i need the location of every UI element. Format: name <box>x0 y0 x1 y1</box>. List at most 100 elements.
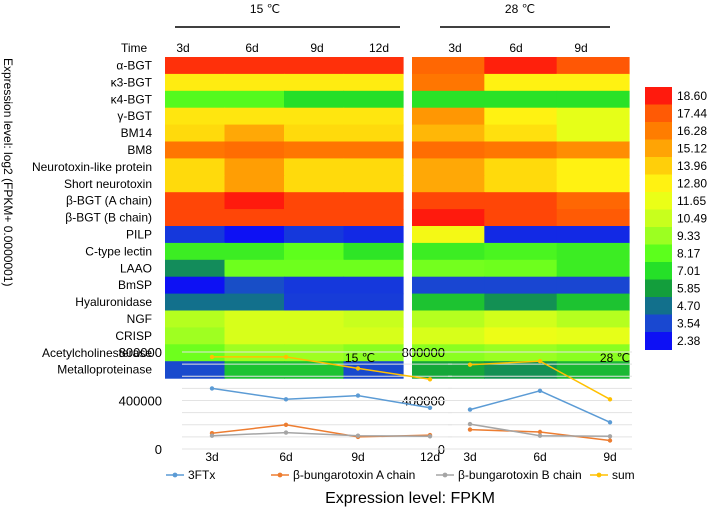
heatmap-cell-c-type-lectin-4 <box>412 242 485 261</box>
heatmap-cell-laao-6 <box>556 259 630 278</box>
row-label-bmsp: BmSP <box>118 278 152 292</box>
heatmap-cell-bmsp-0 <box>165 276 226 295</box>
row-label-bgt-a-chain: β-BGT (A chain) <box>66 194 152 208</box>
heatmap-cell-neurotoxin-like-protein-4 <box>412 158 485 176</box>
colorbar-tick-13: 3.54 <box>677 316 701 330</box>
heatmap-cell-bgt-4 <box>412 107 485 126</box>
xaxis-tick-1-3d: 3d <box>463 450 476 464</box>
heatmap-cell-metalloproteinase-2 <box>284 361 345 379</box>
colorbar-swatch-8 <box>645 227 672 245</box>
heatmap-cell-bgt-b-chain-3 <box>343 209 404 227</box>
heatmap-cell-bgt-3 <box>343 57 404 75</box>
colorbar-swatch-5 <box>645 174 672 193</box>
heatmap-cell-bm8-3 <box>343 141 404 159</box>
series-point-0-sum-2 <box>355 366 361 371</box>
colorbar-tick-7: 10.49 <box>677 211 707 225</box>
heatmap-cell-metalloproteinase-1 <box>224 361 285 379</box>
heatmap-cell-bm8-4 <box>412 141 485 159</box>
heatmap-cell-bm8-5 <box>484 141 558 159</box>
series-point-0-3ftx-3 <box>427 405 433 410</box>
heatmap-cell-bgt-5 <box>484 107 558 126</box>
column-header-0-3d: 3d <box>176 41 189 55</box>
series-point-1-bungarotoxin-a-chain-1 <box>537 429 543 435</box>
group-label-28c: 28 ℃ <box>505 2 535 16</box>
heatmap-cell-3-bgt-3 <box>343 73 404 92</box>
colorbar-tick-10: 7.01 <box>677 264 701 278</box>
heatmap-cell-c-type-lectin-6 <box>556 242 630 261</box>
heatmap-cell-3-bgt-6 <box>556 73 630 92</box>
colorbar-tick-2: 16.28 <box>677 124 707 138</box>
heatmap-cell-bm14-2 <box>284 124 345 143</box>
heatmap-cell-hyaluronidase-1 <box>224 293 285 312</box>
heatmap-cell-pilp-5 <box>484 226 558 244</box>
legend-label-sum: sum <box>612 468 635 482</box>
heatmap-cell-4-bgt-5 <box>484 90 558 109</box>
heatmap-cell-neurotoxin-like-protein-6 <box>556 158 630 176</box>
heatmap-cell-crisp-5 <box>484 327 558 345</box>
heatmap-cell-neurotoxin-like-protein-3 <box>343 158 404 176</box>
column-header-0-12d: 12d <box>369 41 389 55</box>
series-point-1-bungarotoxin-b-chain-1 <box>537 433 543 438</box>
heatmap-cell-bgt-1 <box>224 57 285 75</box>
heatmap-cell-bmsp-3 <box>343 276 404 295</box>
series-point-0-sum-1 <box>283 354 289 360</box>
heatmap-cell-bm14-3 <box>343 124 404 143</box>
series-point-1-3ftx-0 <box>467 407 473 412</box>
heatmap-cell-hyaluronidase-2 <box>284 293 345 312</box>
heatmap-cell-bgt-3 <box>343 107 404 126</box>
heatmap-cell-laao-2 <box>284 259 345 278</box>
heatmap-cell-3-bgt-4 <box>412 73 485 92</box>
heatmap-cell-ngf-2 <box>284 310 345 328</box>
heatmap-cell-acetylcholinesterase-6 <box>556 344 630 362</box>
heatmap-cell-ngf-4 <box>412 310 485 328</box>
heatmap-cell-crisp-2 <box>284 327 345 345</box>
colorbar-tick-14: 2.38 <box>677 334 701 348</box>
heatmap-cell-metalloproteinase-4 <box>412 361 485 379</box>
xaxis-tick-0-6d: 6d <box>279 450 292 464</box>
colorbar-swatch-3 <box>645 139 672 158</box>
heatmap-cell-c-type-lectin-2 <box>284 242 345 261</box>
series-point-0-bungarotoxin-a-chain-1 <box>283 422 289 427</box>
heatmap-cell-crisp-0 <box>165 327 226 345</box>
heatmap-cell-c-type-lectin-5 <box>484 242 558 261</box>
footer-label: Expression level: FPKM <box>325 490 495 507</box>
row-label-crisp: CRISP <box>115 329 152 343</box>
heatmap-cell-bgt-0 <box>165 107 226 126</box>
colorbar-swatch-0 <box>645 87 672 105</box>
heatmap-cell-metalloproteinase-0 <box>165 361 226 379</box>
series-point-0-bungarotoxin-b-chain-2 <box>355 433 361 438</box>
heatmap-cell-bgt-b-chain-1 <box>224 209 285 227</box>
heatmap-cell-bgt-a-chain-0 <box>165 192 226 210</box>
series-point-0-3ftx-0 <box>209 386 215 391</box>
heatmap-cell-bm8-0 <box>165 141 226 159</box>
heatmap-cell-3-bgt-1 <box>224 73 285 92</box>
series-point-1-bungarotoxin-a-chain-0 <box>467 427 473 432</box>
legend-label-bungarotoxin-a-chain: β-bungarotoxin A chain <box>293 468 415 482</box>
colorbar-swatch-9 <box>645 244 672 263</box>
heatmap-cell-laao-5 <box>484 259 558 278</box>
heatmap-cell-bgt-b-chain-4 <box>412 209 485 227</box>
heatmap-cell-crisp-4 <box>412 327 485 345</box>
xaxis-tick-0-9d: 9d <box>351 450 364 464</box>
heatmap-cell-short-neurotoxin-2 <box>284 175 345 193</box>
colorbar-tick-1: 17.44 <box>677 106 707 120</box>
heatmap-cell-neurotoxin-like-protein-0 <box>165 158 226 176</box>
heatmap-cell-acetylcholinesterase-3 <box>343 344 404 362</box>
heatmap-cell-bm14-6 <box>556 124 630 143</box>
column-header-1-6d: 6d <box>509 41 522 55</box>
heatmap-cell-pilp-3 <box>343 226 404 244</box>
line-legend: 3FTx β-bungarotoxin A chain β-bungarotoxin… <box>166 468 635 482</box>
heatmap-cell-short-neurotoxin-4 <box>412 175 485 193</box>
heatmap-cell-bm14-1 <box>224 124 285 143</box>
xaxis-tick-1-9d: 9d <box>603 450 616 464</box>
row-label-hyaluronidase: Hyaluronidase <box>75 295 152 309</box>
series-point-1-bungarotoxin-a-chain-2 <box>607 438 613 443</box>
legend-marker-bungarotoxin-a-chain <box>277 472 283 478</box>
heatmap-cell-hyaluronidase-4 <box>412 293 485 312</box>
heatmap-cell-pilp-1 <box>224 226 285 244</box>
row-label-bm8: BM8 <box>127 143 152 157</box>
heatmap-cell-4-bgt-4 <box>412 90 485 109</box>
heatmap-cell-bgt-6 <box>556 107 630 126</box>
heatmap-cell-acetylcholinesterase-1 <box>224 344 285 362</box>
colorbar-swatch-2 <box>645 122 672 140</box>
